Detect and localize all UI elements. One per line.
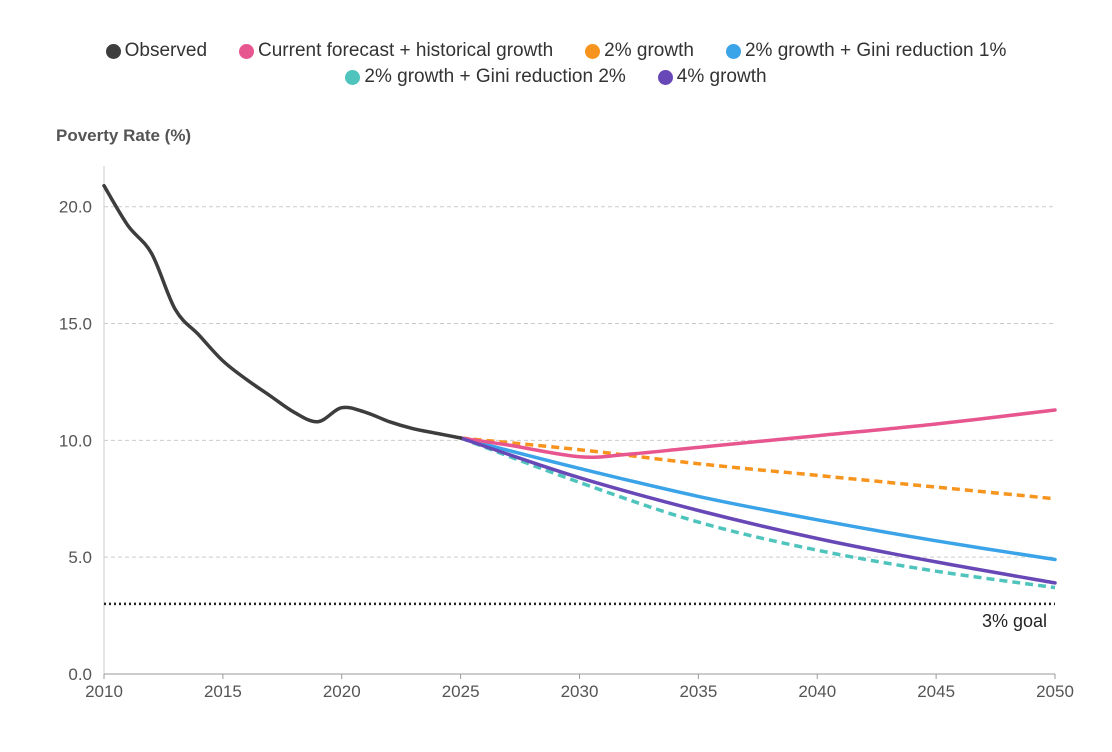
legend-swatch-gini-2pct <box>345 69 361 85</box>
legend-label-gini-1pct: 2% growth + Gini reduction 1% <box>744 40 1007 61</box>
legend-item-gini-1pct[interactable]: 2% growth + Gini reduction 1% <box>725 40 1007 62</box>
x-tick-label-2: 2020 <box>323 682 361 701</box>
series-line-current-forecast <box>458 408 1057 459</box>
legend-label-2pct-growth: 2% growth <box>604 40 694 61</box>
series-line-4pct-growth <box>458 436 1057 585</box>
legend-label-4pct-growth: 4% growth <box>676 66 767 87</box>
y-tick-label-1: 5.0 <box>68 548 92 567</box>
legend-item-current-forecast[interactable]: Current forecast + historical growth <box>239 40 553 62</box>
x-tick-label-4: 2030 <box>561 682 599 701</box>
legend-label-gini-2pct: 2% growth + Gini reduction 2% <box>364 66 626 87</box>
legend-label-current-forecast: Current forecast + historical growth <box>258 40 554 61</box>
legend-swatch-4pct-growth <box>657 69 673 85</box>
chart-legend: Observed Current forecast + historical g… <box>0 38 1112 90</box>
x-tick-label-3: 2025 <box>442 682 480 701</box>
x-tick-label-7: 2045 <box>917 682 955 701</box>
x-tick-label-5: 2035 <box>679 682 717 701</box>
y-tick-label-4: 20.0 <box>59 198 92 217</box>
y-tick-label-0: 0.0 <box>68 665 92 684</box>
legend-item-gini-2pct[interactable]: 2% growth + Gini reduction 2% <box>345 66 626 88</box>
series-line-2pct-growth <box>460 436 1056 501</box>
x-tick-label-6: 2040 <box>798 682 836 701</box>
series-line-gini-2pct <box>459 436 1056 590</box>
goal-reference-label: 3% goal <box>982 611 1047 631</box>
legend-item-4pct-growth[interactable]: 4% growth <box>657 66 767 88</box>
x-tick-label-8: 2050 <box>1036 682 1074 701</box>
series-line-gini-1pct <box>458 436 1057 562</box>
legend-swatch-gini-1pct <box>725 43 741 59</box>
legend-swatch-2pct-growth <box>585 43 601 59</box>
y-tick-label-3: 15.0 <box>59 315 92 334</box>
legend-row-2: 2% growth + Gini reduction 2% 4% growth <box>0 64 1112 90</box>
series-line-observed <box>102 183 463 440</box>
legend-item-2pct-growth[interactable]: 2% growth <box>585 40 694 62</box>
x-tick-label-1: 2015 <box>204 682 242 701</box>
legend-label-observed: Observed <box>124 40 208 61</box>
y-axis-title: Poverty Rate (%) <box>56 126 192 145</box>
legend-row-1: Observed Current forecast + historical g… <box>0 38 1112 64</box>
x-tick-label-0: 2010 <box>85 682 123 701</box>
legend-swatch-current-forecast <box>239 43 255 59</box>
legend-item-observed[interactable]: Observed <box>105 40 208 62</box>
y-tick-label-2: 10.0 <box>59 431 92 450</box>
legend-swatch-observed <box>105 43 121 59</box>
